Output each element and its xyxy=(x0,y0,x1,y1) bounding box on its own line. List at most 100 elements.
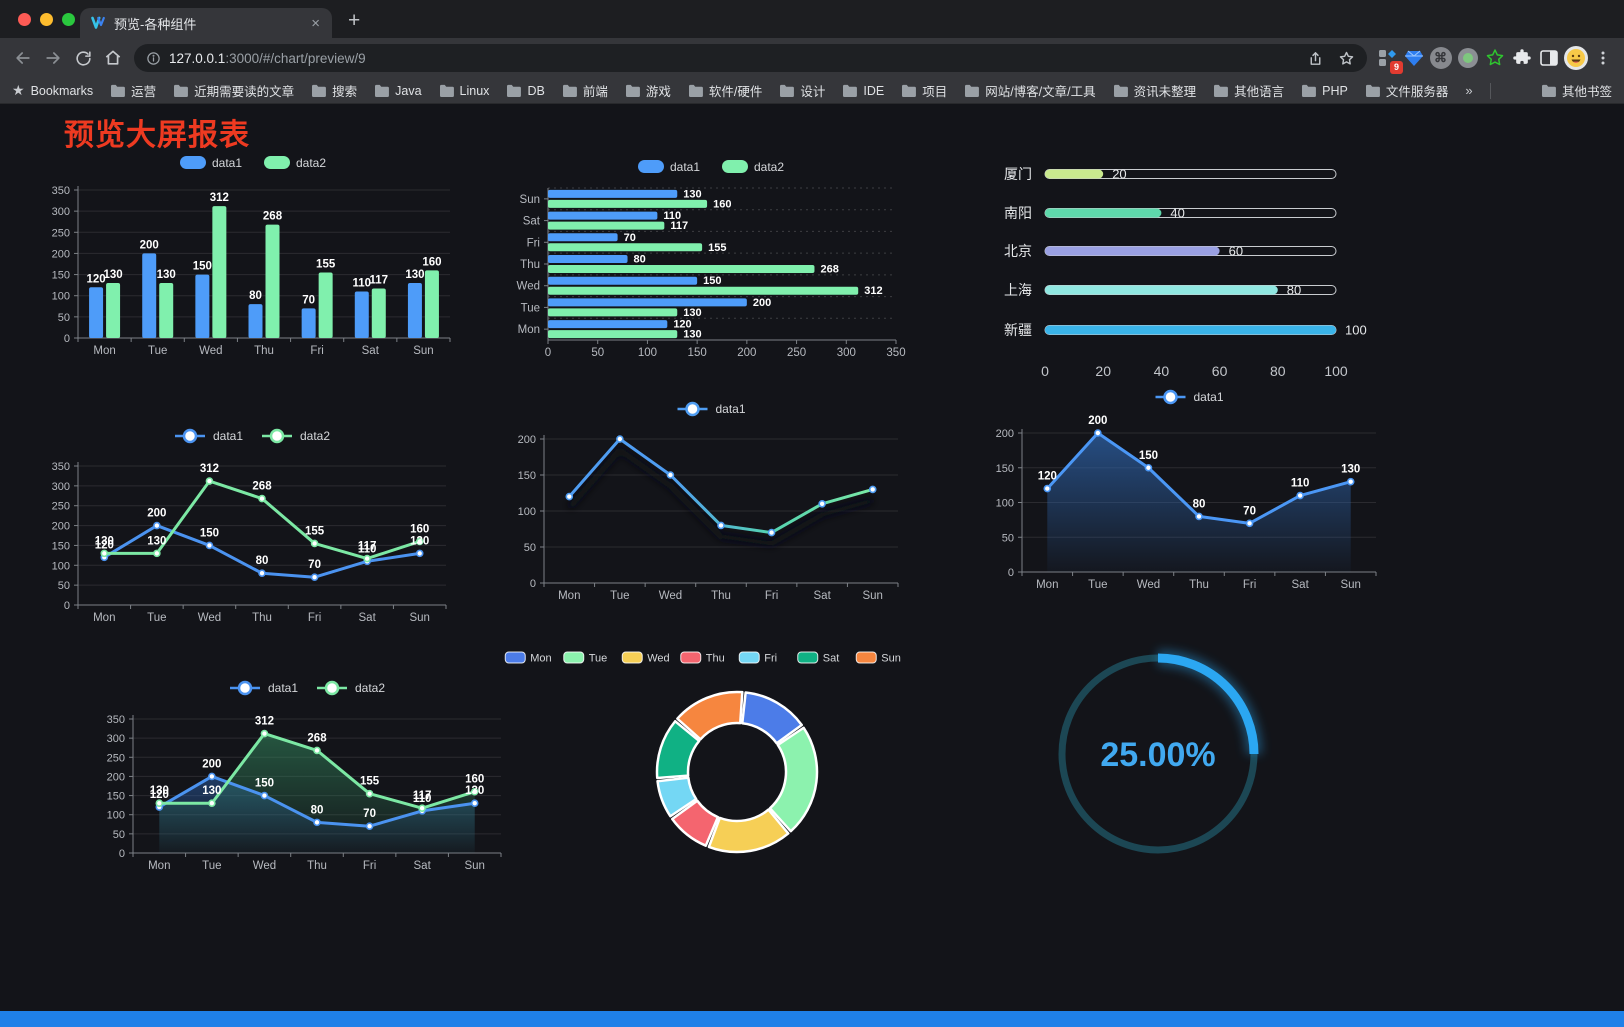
svg-text:200: 200 xyxy=(518,434,536,446)
extension-badge: 9 xyxy=(1390,60,1403,74)
extensions-puzzle-icon[interactable] xyxy=(1508,45,1535,72)
window-minimize-button[interactable] xyxy=(40,13,53,26)
svg-text:Fri: Fri xyxy=(527,237,540,249)
svg-text:200: 200 xyxy=(1088,415,1107,427)
svg-text:117: 117 xyxy=(413,790,432,802)
svg-text:200: 200 xyxy=(996,428,1014,440)
page-footer-bar xyxy=(0,1011,1624,1027)
chart-progress-bars: 厦门 20 南阳 40 北京 60 上海 80 新疆 100 0 20 40 60 80 100 xyxy=(980,150,1400,390)
folder-icon xyxy=(1302,84,1317,97)
home-icon[interactable] xyxy=(98,43,128,73)
svg-text:Sun: Sun xyxy=(881,653,901,665)
other-bookmarks[interactable]: 其他书签 xyxy=(1541,81,1612,100)
svg-text:60: 60 xyxy=(1212,363,1228,379)
reload-icon[interactable] xyxy=(68,43,98,73)
svg-text:130: 130 xyxy=(465,785,484,797)
bookmark-star-icon[interactable] xyxy=(1338,50,1355,67)
svg-text:100: 100 xyxy=(107,810,125,822)
folder-icon xyxy=(1113,84,1128,97)
svg-text:130: 130 xyxy=(147,535,166,547)
bookmark-folder[interactable]: 近期需要读的文章 xyxy=(173,81,294,100)
bookmark-folder[interactable]: Java xyxy=(374,84,422,98)
svg-text:Mon: Mon xyxy=(558,590,580,602)
url-host: 127.0.0.1 xyxy=(169,50,226,66)
site-info-icon[interactable] xyxy=(146,51,161,66)
svg-text:130: 130 xyxy=(683,307,701,319)
bookmark-folder-label: 其他语言 xyxy=(1234,85,1285,99)
svg-text:300: 300 xyxy=(837,347,856,359)
extension-command-icon[interactable]: ⌘ xyxy=(1427,45,1454,72)
svg-text:117: 117 xyxy=(370,275,389,287)
svg-text:80: 80 xyxy=(634,254,646,266)
svg-text:155: 155 xyxy=(708,242,726,254)
svg-text:250: 250 xyxy=(52,227,70,239)
page-title: 预览大屏报表 xyxy=(64,119,250,152)
svg-text:data1: data1 xyxy=(670,160,700,174)
folder-icon xyxy=(1365,84,1380,97)
bookmark-folder[interactable]: 设计 xyxy=(779,81,825,100)
svg-text:Wed: Wed xyxy=(647,653,669,665)
svg-text:120: 120 xyxy=(95,539,114,551)
share-icon[interactable] xyxy=(1307,50,1324,67)
svg-text:Wed: Wed xyxy=(253,860,276,872)
svg-text:80: 80 xyxy=(1193,498,1206,510)
bookmark-folder[interactable]: 文件服务器 xyxy=(1365,81,1448,100)
bookmark-folder[interactable]: DB xyxy=(506,84,545,98)
bookmark-folder[interactable]: 游戏 xyxy=(625,81,671,100)
menu-kebab-icon[interactable] xyxy=(1589,45,1616,72)
bookmark-folder[interactable]: Linux xyxy=(439,84,489,98)
bookmark-folder[interactable]: 网站/博客/文章/工具 xyxy=(964,81,1096,100)
svg-text:50: 50 xyxy=(524,542,536,554)
svg-text:80: 80 xyxy=(311,804,324,816)
address-bar[interactable]: 127.0.0.1:3000/#/chart/preview/9 xyxy=(134,44,1367,72)
extension-green-star-icon[interactable] xyxy=(1481,45,1508,72)
bookmark-folder[interactable]: 前端 xyxy=(562,81,608,100)
bookmarks-root[interactable]: ★ Bookmarks xyxy=(12,82,93,99)
new-tab-button[interactable]: + xyxy=(348,9,361,32)
svg-text:150: 150 xyxy=(255,778,274,790)
svg-text:Mon: Mon xyxy=(148,860,170,872)
tab-close-icon[interactable]: × xyxy=(311,14,320,32)
svg-text:60: 60 xyxy=(1229,244,1243,259)
back-icon[interactable] xyxy=(8,43,38,73)
bookmark-folder-label: 设计 xyxy=(800,85,826,99)
svg-text:120: 120 xyxy=(1038,471,1057,483)
bookmark-folder[interactable]: 搜索 xyxy=(311,81,357,100)
extension-record-icon[interactable] xyxy=(1454,45,1481,72)
bookmark-folder[interactable]: 运营 xyxy=(110,81,156,100)
svg-text:Thu: Thu xyxy=(252,612,272,624)
window-close-button[interactable] xyxy=(18,13,31,26)
browser-tab[interactable]: 预览-各种组件 × xyxy=(80,8,332,38)
bookmark-folder[interactable]: PHP xyxy=(1301,84,1348,98)
extension-gem-icon[interactable] xyxy=(1400,45,1427,72)
svg-text:155: 155 xyxy=(316,258,336,270)
forward-icon[interactable] xyxy=(38,43,68,73)
bookmark-folder[interactable]: IDE xyxy=(842,84,884,98)
svg-text:25.00%: 25.00% xyxy=(1100,736,1215,774)
bookmarks-overflow-chevron[interactable]: » xyxy=(1465,83,1473,98)
bookmark-folder-label: 游戏 xyxy=(645,85,671,99)
svg-text:Tue: Tue xyxy=(148,345,167,357)
svg-text:150: 150 xyxy=(518,470,536,482)
svg-text:150: 150 xyxy=(107,791,125,803)
window-zoom-button[interactable] xyxy=(62,13,75,26)
svg-text:110: 110 xyxy=(358,543,377,555)
svg-text:Wed: Wed xyxy=(198,612,221,624)
svg-text:Wed: Wed xyxy=(517,281,540,293)
bookmark-folder-label: 搜索 xyxy=(332,85,358,99)
svg-text:0: 0 xyxy=(64,333,70,345)
bookmark-folder[interactable]: 其他语言 xyxy=(1213,81,1284,100)
svg-text:data1: data1 xyxy=(213,429,243,443)
extension-grid-icon[interactable]: 9 xyxy=(1373,45,1403,74)
svg-text:150: 150 xyxy=(193,261,212,273)
side-panel-icon[interactable] xyxy=(1535,45,1562,72)
svg-text:Wed: Wed xyxy=(1137,579,1160,591)
bookmark-folder[interactable]: 资讯未整理 xyxy=(1113,81,1196,100)
profile-avatar[interactable] xyxy=(1562,45,1589,72)
svg-text:100: 100 xyxy=(52,560,70,572)
page-content: 预览大屏报表 0 50 100 150 200 250 300 350 Mon Tue Wed Thu… xyxy=(0,104,1624,1027)
bookmark-folder[interactable]: 软件/硬件 xyxy=(688,81,762,100)
bookmark-folder[interactable]: 项目 xyxy=(901,81,947,100)
svg-text:120: 120 xyxy=(86,273,105,285)
svg-text:250: 250 xyxy=(107,752,125,764)
